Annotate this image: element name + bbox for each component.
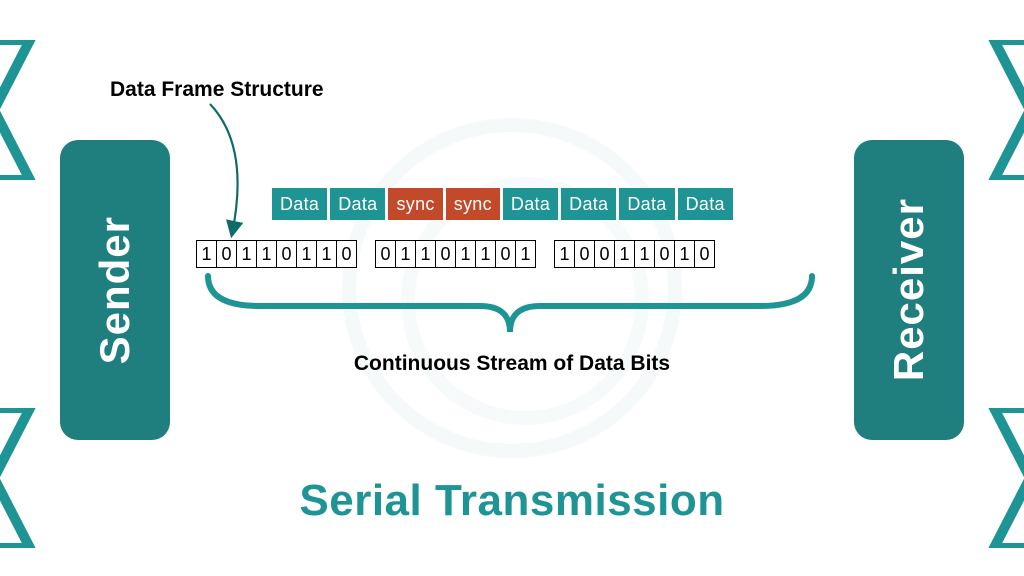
- diagram-title: Serial Transmission: [0, 476, 1024, 526]
- bit-cell: 0: [495, 240, 516, 268]
- bit-cell: 1: [634, 240, 655, 268]
- bit-cell: 1: [256, 240, 277, 268]
- bit-cell: 1: [236, 240, 257, 268]
- bits-group: 10110110: [196, 240, 357, 268]
- edge-decoration-top-left: [0, 40, 42, 180]
- bit-cell: 1: [196, 240, 217, 268]
- bit-cell: 0: [594, 240, 615, 268]
- bit-cell: 0: [694, 240, 715, 268]
- bit-cell: 0: [336, 240, 357, 268]
- bit-cell: 0: [574, 240, 595, 268]
- bit-cell: 1: [515, 240, 536, 268]
- bit-cell: 0: [375, 240, 396, 268]
- bit-cell: 1: [614, 240, 635, 268]
- frame-cell: Data: [678, 188, 733, 220]
- sender-label: Sender: [91, 216, 139, 364]
- bit-cell: 0: [216, 240, 237, 268]
- bit-cell: 0: [654, 240, 675, 268]
- stream-label: Continuous Stream of Data Bits: [0, 352, 1024, 376]
- bit-cell: 1: [395, 240, 416, 268]
- bits-row: 101101100110110110011010: [196, 240, 715, 268]
- bit-cell: 1: [415, 240, 436, 268]
- frame-cell: Data: [272, 188, 327, 220]
- bit-cell: 1: [296, 240, 317, 268]
- bit-cell: 0: [435, 240, 456, 268]
- receiver-box: Receiver: [854, 140, 964, 440]
- bits-group: 10011010: [554, 240, 715, 268]
- edge-decoration-top-right: [982, 40, 1024, 180]
- frame-cell: Data: [561, 188, 616, 220]
- frame-row: DataDatasyncsyncDataDataDataData: [272, 188, 733, 220]
- bit-cell: 1: [316, 240, 337, 268]
- bit-cell: 1: [554, 240, 575, 268]
- bits-group: 01101101: [375, 240, 536, 268]
- sender-box: Sender: [60, 140, 170, 440]
- frame-cell: Data: [330, 188, 385, 220]
- bit-cell: 1: [674, 240, 695, 268]
- frame-cell: sync: [446, 188, 500, 220]
- bit-cell: 1: [475, 240, 496, 268]
- frame-cell: Data: [503, 188, 558, 220]
- bit-cell: 0: [276, 240, 297, 268]
- frame-cell: Data: [619, 188, 674, 220]
- curly-brace: [200, 272, 820, 342]
- frame-cell: sync: [388, 188, 442, 220]
- bit-cell: 1: [455, 240, 476, 268]
- callout-arrow: [190, 96, 260, 236]
